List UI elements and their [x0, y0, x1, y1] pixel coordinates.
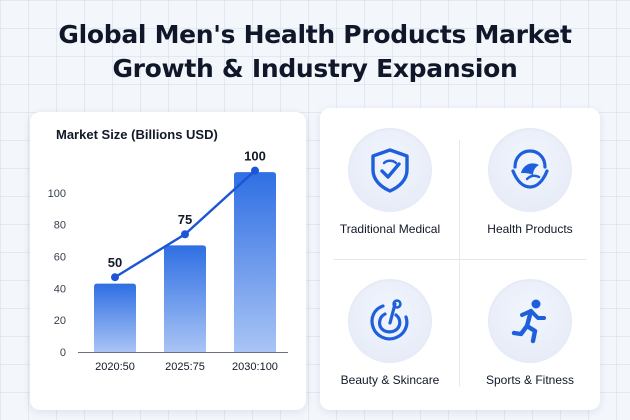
title-line-2: Growth & Industry Expansion — [112, 54, 518, 83]
icon-circle — [488, 279, 572, 363]
category-health-products[interactable]: Health Products — [460, 108, 600, 259]
category-beauty-skincare[interactable]: Beauty & Skincare — [320, 259, 460, 410]
bar — [164, 245, 206, 352]
spiral-care-icon — [370, 299, 409, 341]
title-line-1: Global Men's Health Products Market — [58, 20, 572, 49]
trend-point — [181, 230, 189, 239]
data-label: 75 — [178, 212, 192, 227]
x-tick-label: 2025:75 — [165, 361, 205, 373]
bar-line-chart: 0 20 40 60 80 100 2020:50 2025:75 2030:100 50 75 10… — [48, 149, 288, 373]
icon-circle — [348, 279, 432, 363]
trend-point — [111, 273, 119, 282]
horizontal-divider — [334, 259, 586, 260]
y-tick-label: 40 — [54, 283, 66, 295]
y-tick-label: 0 — [60, 347, 66, 359]
category-sports-fitness[interactable]: Sports & Fitness — [460, 259, 600, 410]
icon-circle — [348, 128, 432, 212]
bar — [94, 283, 136, 352]
data-label: 50 — [108, 255, 122, 270]
page-title: Global Men's Health Products Market Grow… — [0, 18, 630, 86]
trend-point — [251, 166, 259, 175]
y-tick-label: 100 — [48, 188, 66, 200]
y-tick-label: 20 — [54, 315, 66, 327]
category-label: Beauty & Skincare — [340, 373, 440, 387]
vertical-divider — [459, 140, 460, 386]
category-panel: Traditional Medical Health Products Beau… — [320, 108, 600, 410]
y-tick-label: 80 — [54, 220, 66, 232]
y-tick-label: 60 — [54, 252, 66, 264]
chart-title: Market Size (Billions USD) — [56, 127, 218, 142]
bar — [234, 172, 276, 352]
category-traditional-medical[interactable]: Traditional Medical — [320, 108, 460, 259]
shield-check-icon — [371, 148, 409, 193]
category-label: Traditional Medical — [339, 222, 441, 236]
running-person-icon — [511, 299, 546, 344]
x-tick-label: 2020:50 — [95, 361, 135, 373]
chart-card: Market Size (Billions USD) 0 20 40 60 80 100 2… — [30, 112, 306, 410]
category-label: Health Products — [487, 222, 573, 236]
x-tick-label: 2030:100 — [232, 361, 278, 373]
category-label: Sports & Fitness — [485, 373, 575, 387]
icon-circle — [488, 128, 572, 212]
data-label: 100 — [244, 149, 266, 164]
leaf-badge-icon — [511, 149, 549, 189]
